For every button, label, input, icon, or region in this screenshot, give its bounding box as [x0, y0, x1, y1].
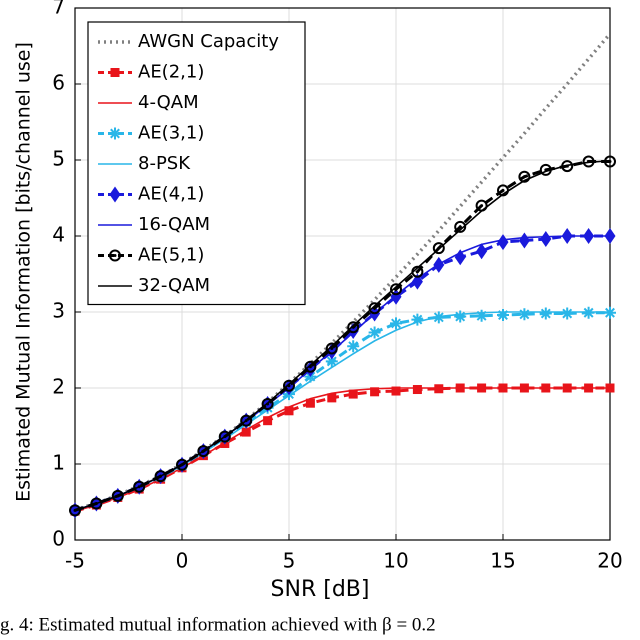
marker-ring — [325, 342, 338, 355]
x-tick-label: 20 — [597, 549, 622, 573]
marker — [539, 307, 552, 320]
marker-ring — [261, 397, 274, 410]
marker — [241, 427, 251, 437]
marker-dot — [501, 188, 505, 192]
y-tick-label: 2 — [52, 375, 65, 399]
x-tick-label: -5 — [65, 549, 85, 573]
legend-label: 32-QAM — [138, 275, 210, 296]
marker-dot — [522, 175, 526, 179]
y-axis-label: Estimated Mutual Information [bits/chann… — [13, 42, 35, 502]
marker — [412, 385, 422, 395]
marker — [391, 386, 401, 396]
legend-label: AE(5,1) — [138, 245, 204, 266]
marker — [263, 416, 273, 426]
x-axis-label: SNR [dB] — [271, 577, 370, 602]
marker-dot — [458, 225, 462, 229]
series-line — [74, 387, 610, 512]
caption: g. 4: Estimated mutual information achie… — [0, 614, 436, 635]
marker-ring — [304, 360, 317, 373]
x-tick-label: 15 — [490, 549, 515, 573]
marker-ring — [283, 379, 295, 392]
legend-label: AE(3,1) — [138, 123, 204, 144]
marker — [109, 186, 121, 203]
marker — [518, 308, 531, 321]
y-tick-label: 0 — [52, 527, 65, 551]
marker — [390, 317, 402, 330]
marker — [370, 387, 380, 397]
marker-ring — [518, 170, 531, 183]
marker-ring — [176, 458, 188, 471]
legend-label: 8-PSK — [138, 153, 191, 174]
marker-ring — [111, 489, 124, 502]
marker-ring — [368, 302, 381, 315]
marker — [475, 309, 488, 322]
marker-ring — [390, 283, 402, 296]
series-line — [74, 311, 610, 512]
marker — [305, 398, 315, 408]
marker — [109, 249, 121, 262]
marker-dot — [480, 204, 484, 208]
marker-ring — [154, 470, 167, 483]
x-tick-label: 10 — [383, 549, 408, 573]
legend-label: AE(4,1) — [138, 184, 204, 205]
plot-frame — [74, 7, 611, 541]
marker — [110, 68, 120, 77]
marker-ring — [240, 414, 253, 427]
marker — [497, 234, 509, 251]
marker-ring — [197, 445, 210, 458]
marker — [561, 307, 574, 320]
marker — [497, 309, 509, 322]
marker — [327, 393, 337, 403]
legend-label: 4-QAM — [138, 92, 199, 113]
marker — [348, 389, 358, 399]
marker-dot — [113, 254, 117, 257]
series-line — [74, 159, 611, 512]
marker-dot — [415, 270, 419, 274]
y-tick-label: 7 — [52, 0, 65, 19]
marker — [476, 243, 488, 260]
y-tick-label: 4 — [52, 223, 65, 247]
marker-ring — [109, 249, 121, 262]
y-tick-label: 5 — [52, 147, 65, 171]
legend-label: AE(2,1) — [138, 62, 204, 83]
marker — [325, 355, 338, 368]
marker — [518, 170, 531, 183]
marker — [109, 127, 121, 140]
marker — [284, 406, 294, 416]
marker — [518, 232, 530, 249]
marker-ring — [432, 242, 445, 255]
legend-label: AWGN Capacity — [138, 31, 279, 52]
marker — [411, 313, 424, 326]
y-tick-label: 1 — [52, 451, 65, 475]
y-tick-label: 6 — [52, 71, 65, 95]
marker-ring — [347, 321, 360, 334]
marker — [347, 340, 360, 353]
legend-label: 16-QAM — [138, 214, 210, 235]
marker-ring — [69, 504, 81, 517]
marker-ring — [454, 220, 467, 233]
x-tick-label: 0 — [176, 549, 189, 573]
x-tick-label: 5 — [283, 549, 296, 573]
y-tick-label: 3 — [52, 299, 65, 323]
marker-ring — [90, 497, 103, 510]
marker — [368, 326, 381, 339]
marker-ring — [133, 480, 146, 493]
marker — [540, 231, 552, 248]
marker — [454, 310, 467, 323]
series-line — [74, 386, 610, 513]
marker-ring — [218, 430, 231, 443]
marker — [454, 220, 467, 233]
